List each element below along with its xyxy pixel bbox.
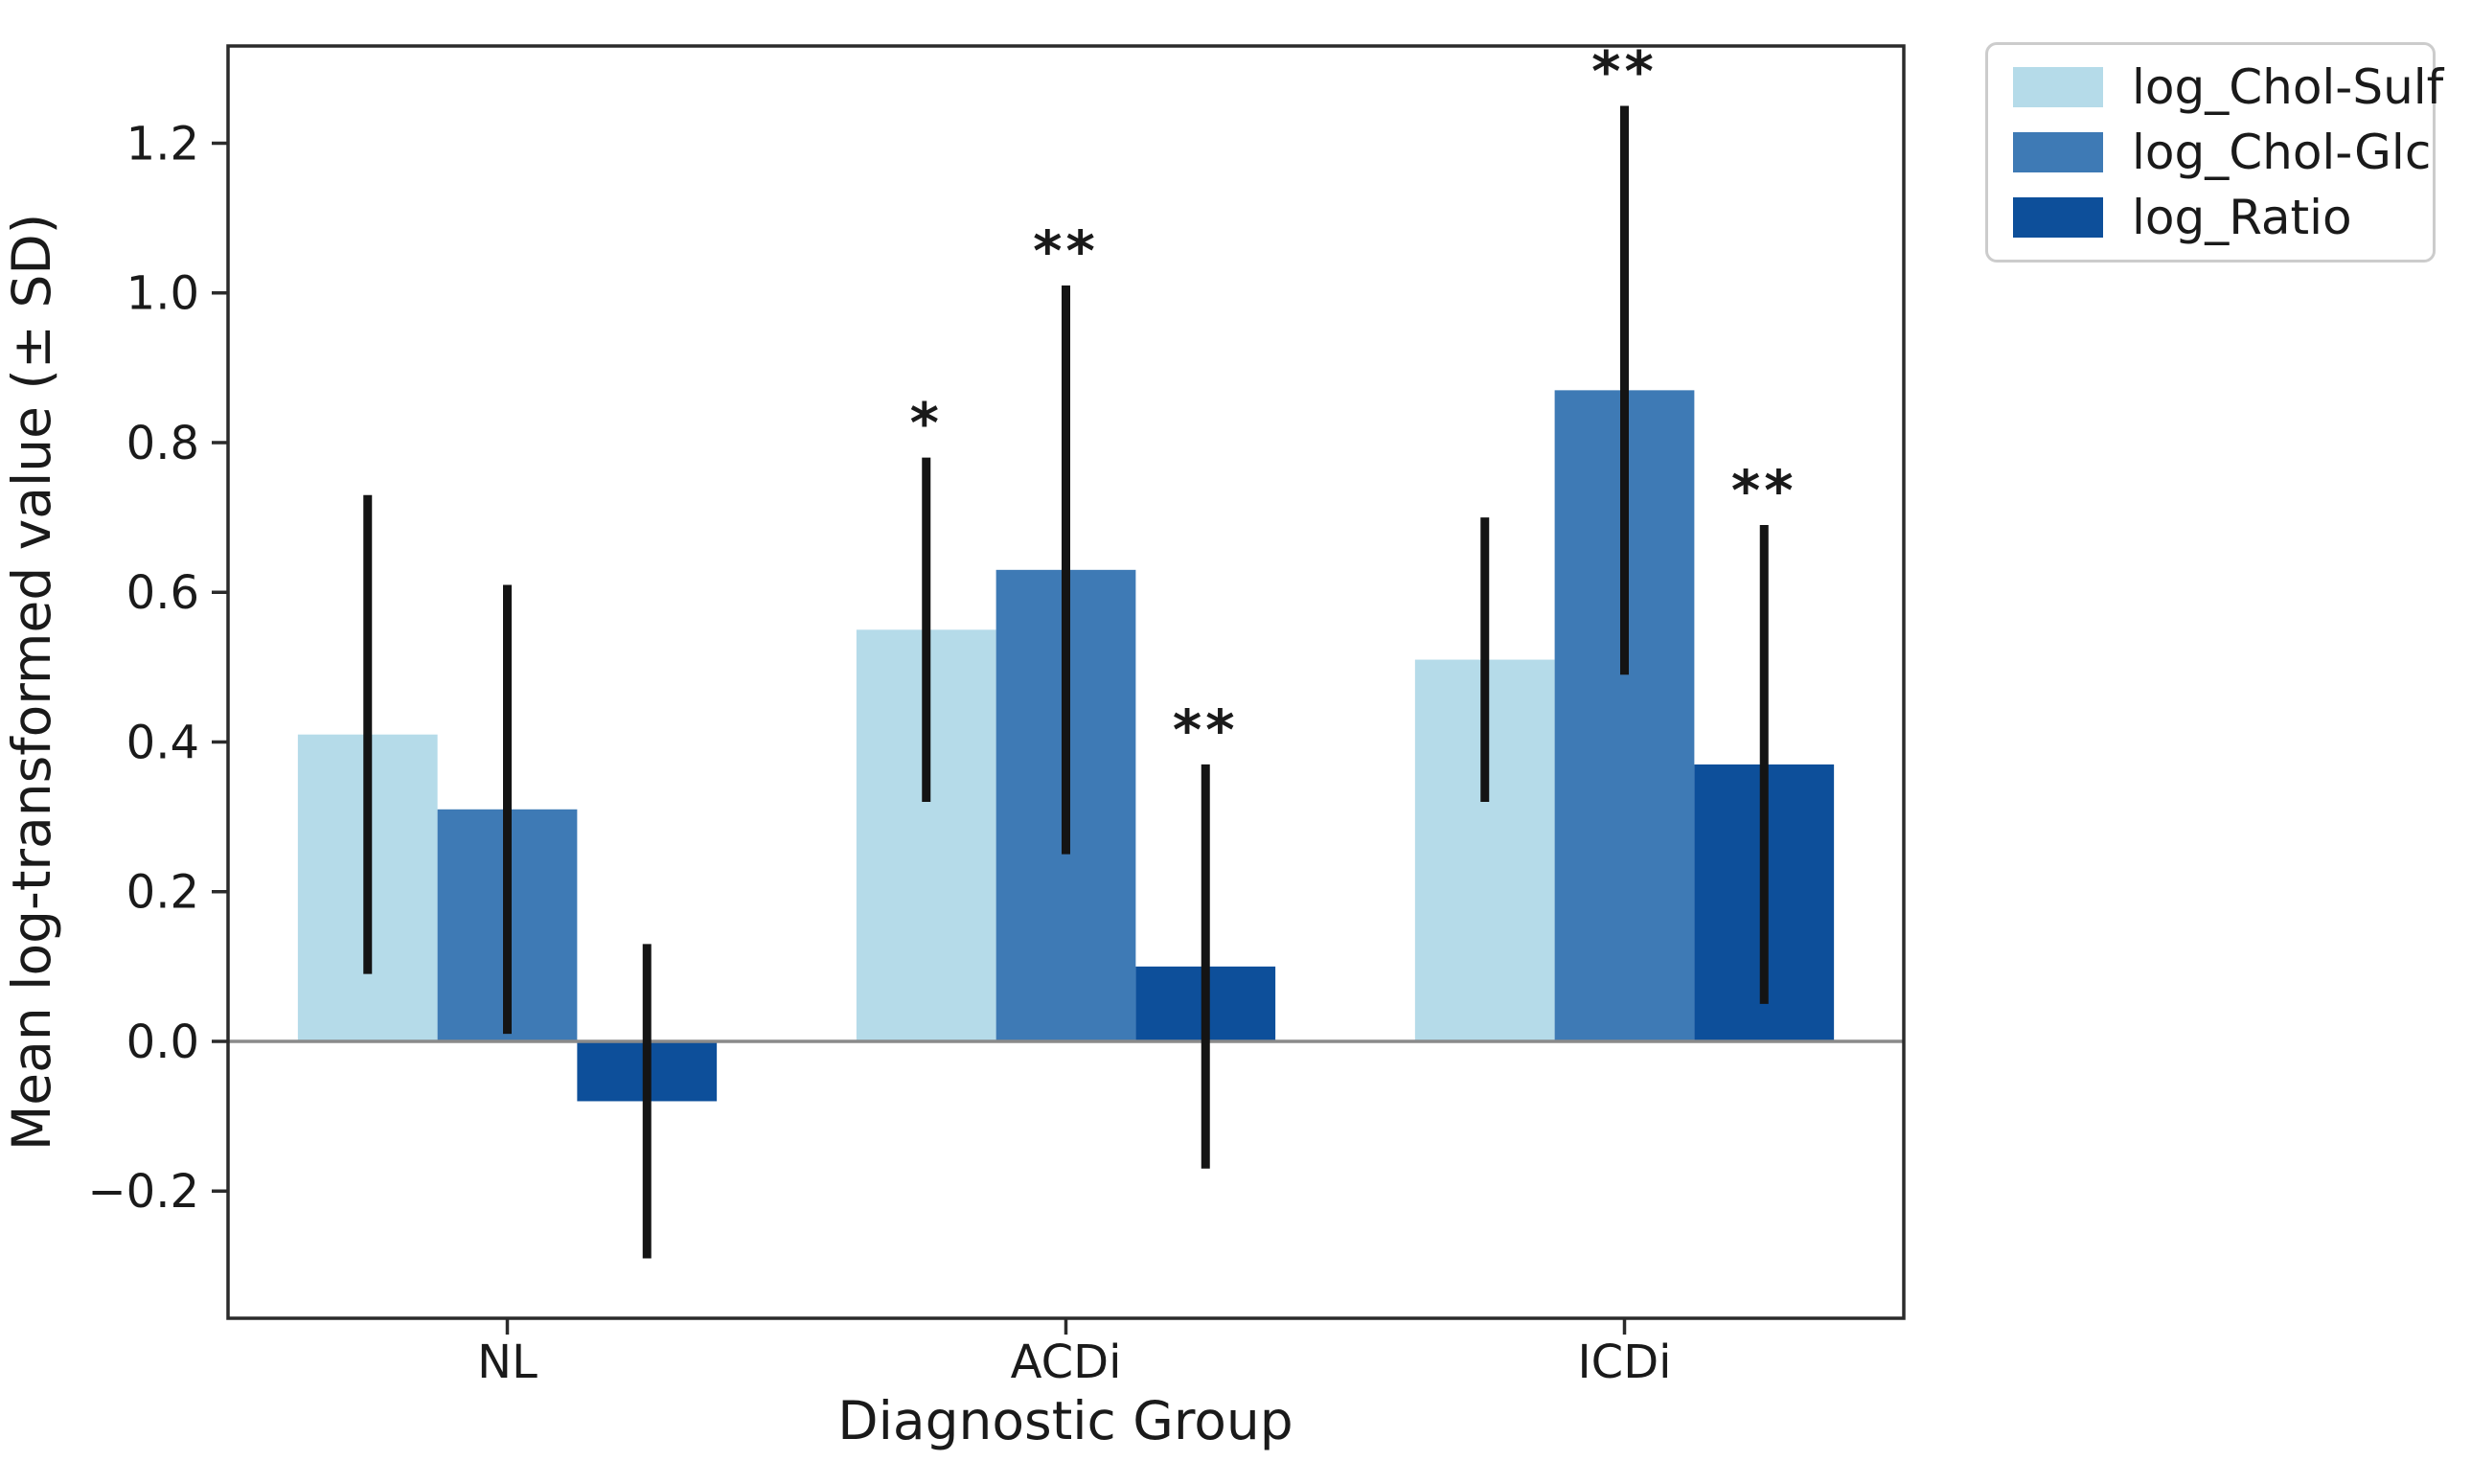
legend-item: log_Chol-Sulf [2013, 59, 2443, 115]
significance-marker: ** [1731, 458, 1797, 523]
error-bars-layer [363, 105, 1769, 1259]
significance-marker: ** [1173, 697, 1239, 763]
legend-swatch [2013, 132, 2103, 172]
legend-label: log_Chol-Glc [2132, 125, 2432, 180]
y-tick-label: 0.2 [126, 866, 199, 920]
legend-swatch [2013, 197, 2103, 238]
plot-frame [226, 44, 1906, 1320]
legend-label: log_Chol-Sulf [2132, 59, 2444, 115]
y-tick-label: 0.6 [126, 566, 199, 620]
x-tick-label: NL [477, 1336, 538, 1389]
y-tick-label: 0.0 [126, 1016, 199, 1069]
y-tick-label: −0.2 [87, 1165, 199, 1219]
significance-layer: ********* [910, 38, 1797, 763]
y-tick-label: 1.2 [126, 117, 199, 171]
legend-label: log_Ratio [2132, 190, 2352, 245]
significance-marker: ** [1033, 218, 1099, 284]
y-axis-label: Mean log-transformed value (± SD) [1, 214, 62, 1151]
significance-marker: ** [1591, 38, 1658, 103]
y-tick-label: 0.4 [126, 716, 199, 769]
legend-item: log_Ratio [2013, 190, 2408, 245]
y-tick-label: 1.0 [126, 267, 199, 321]
x-tick-label: ICDi [1578, 1336, 1672, 1389]
ticks-layer: −0.2 0.0 0.2 0.4 0.6 0.8 1.0 1.2 NL ACDi ICDi [87, 117, 1671, 1389]
legend-swatch [2013, 67, 2103, 107]
legend: log_Chol-Sulf log_Chol-Glc log_Ratio [1985, 42, 2443, 263]
y-tick-label: 0.8 [126, 417, 199, 470]
x-axis-label: Diagnostic Group [837, 1390, 1293, 1451]
legend-item: log_Chol-Glc [2013, 125, 2431, 180]
significance-marker: * [910, 391, 943, 456]
x-tick-label: ACDi [1011, 1336, 1122, 1389]
